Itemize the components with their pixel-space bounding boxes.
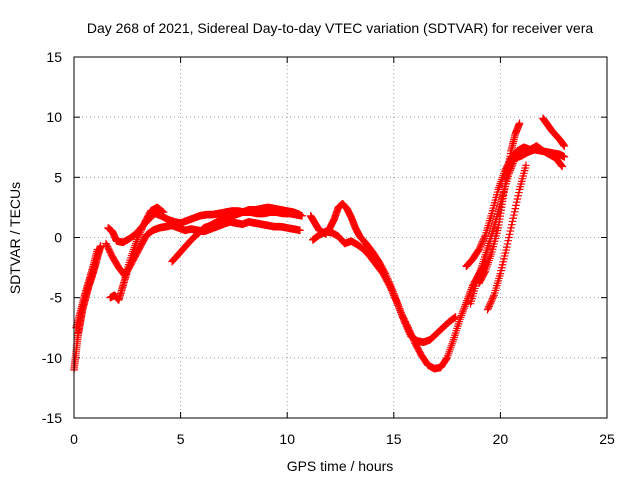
data-point [507, 220, 516, 229]
series-track-m [483, 161, 530, 314]
data-point [480, 268, 489, 277]
data-point [104, 244, 112, 252]
x-tick-label: 15 [386, 431, 402, 447]
series-track-a [70, 242, 105, 374]
data-point [505, 233, 513, 242]
data-point [560, 153, 569, 161]
data-point [498, 263, 506, 272]
data-point [502, 246, 510, 254]
plot-frame [73, 56, 608, 419]
data-point [399, 314, 408, 323]
y-tick-label: 5 [54, 169, 62, 185]
tick-labels: 0 5 10 15 20 25 -15 -10 -5 0 5 10 15 [42, 49, 615, 447]
data-point [557, 161, 566, 170]
data-point [506, 227, 515, 235]
y-axis-label: SDTVAR / TECUs [7, 182, 23, 294]
series-track-h [308, 227, 490, 373]
data-point [560, 142, 569, 150]
data-point [507, 224, 515, 232]
y-tick-label: 10 [46, 109, 62, 125]
data-point [505, 230, 514, 239]
data-point [385, 280, 393, 289]
data-point [501, 249, 510, 257]
x-tick-label: 0 [70, 431, 78, 447]
data-point [558, 162, 567, 171]
data-point [499, 258, 508, 266]
data-point [513, 195, 522, 203]
y-tick-label: -15 [42, 410, 62, 426]
data-point [512, 198, 521, 207]
data-point [514, 191, 522, 200]
data-point [511, 204, 520, 213]
series-track-f [168, 203, 304, 266]
data-points [70, 114, 569, 374]
data-point [401, 317, 409, 326]
data-point [402, 320, 411, 329]
data-point [500, 252, 509, 260]
data-point [522, 161, 530, 170]
data-point [399, 313, 407, 321]
data-point [404, 323, 412, 332]
data-point [515, 119, 524, 127]
series-track-l [539, 114, 569, 150]
data-point [93, 245, 102, 254]
data-point [105, 247, 114, 255]
data-point [102, 241, 111, 249]
data-point [442, 355, 451, 363]
data-point [400, 316, 409, 324]
data-point [503, 240, 512, 248]
data-point [398, 311, 407, 320]
data-point [497, 266, 505, 275]
data-point [496, 269, 505, 278]
data-point [96, 242, 105, 250]
data-point [106, 248, 115, 257]
data-point [512, 201, 520, 210]
data-point [107, 250, 115, 258]
data-point [296, 210, 304, 219]
data-point [515, 188, 523, 197]
data-point [498, 260, 507, 269]
chart-title: Day 268 of 2021, Sidereal Day-to-day VTE… [87, 20, 593, 36]
data-point [508, 217, 517, 226]
series-track-k [475, 119, 524, 288]
data-point [105, 245, 113, 254]
data-point [296, 226, 304, 235]
data-point [103, 242, 112, 251]
data-point [402, 319, 410, 327]
y-tick-label: -5 [50, 290, 63, 306]
grid-lines [74, 57, 607, 418]
y-tick-label: 0 [54, 230, 62, 246]
data-point [102, 239, 110, 248]
y-tick-label: 15 [46, 49, 62, 65]
data-point [509, 214, 517, 223]
data-point [403, 322, 412, 330]
data-point [500, 255, 508, 263]
x-tick-label: 25 [599, 431, 615, 447]
series-track-b [72, 245, 102, 332]
x-axis-label: GPS time / hours [287, 458, 394, 474]
y-tick-label: -10 [42, 350, 62, 366]
data-point [504, 236, 513, 245]
data-point [510, 211, 518, 219]
x-tick-label: 10 [279, 431, 295, 447]
data-point [510, 208, 519, 216]
data-point [502, 243, 511, 251]
data-point [159, 208, 168, 217]
x-tick-label: 20 [493, 431, 509, 447]
x-tick-label: 5 [177, 431, 185, 447]
